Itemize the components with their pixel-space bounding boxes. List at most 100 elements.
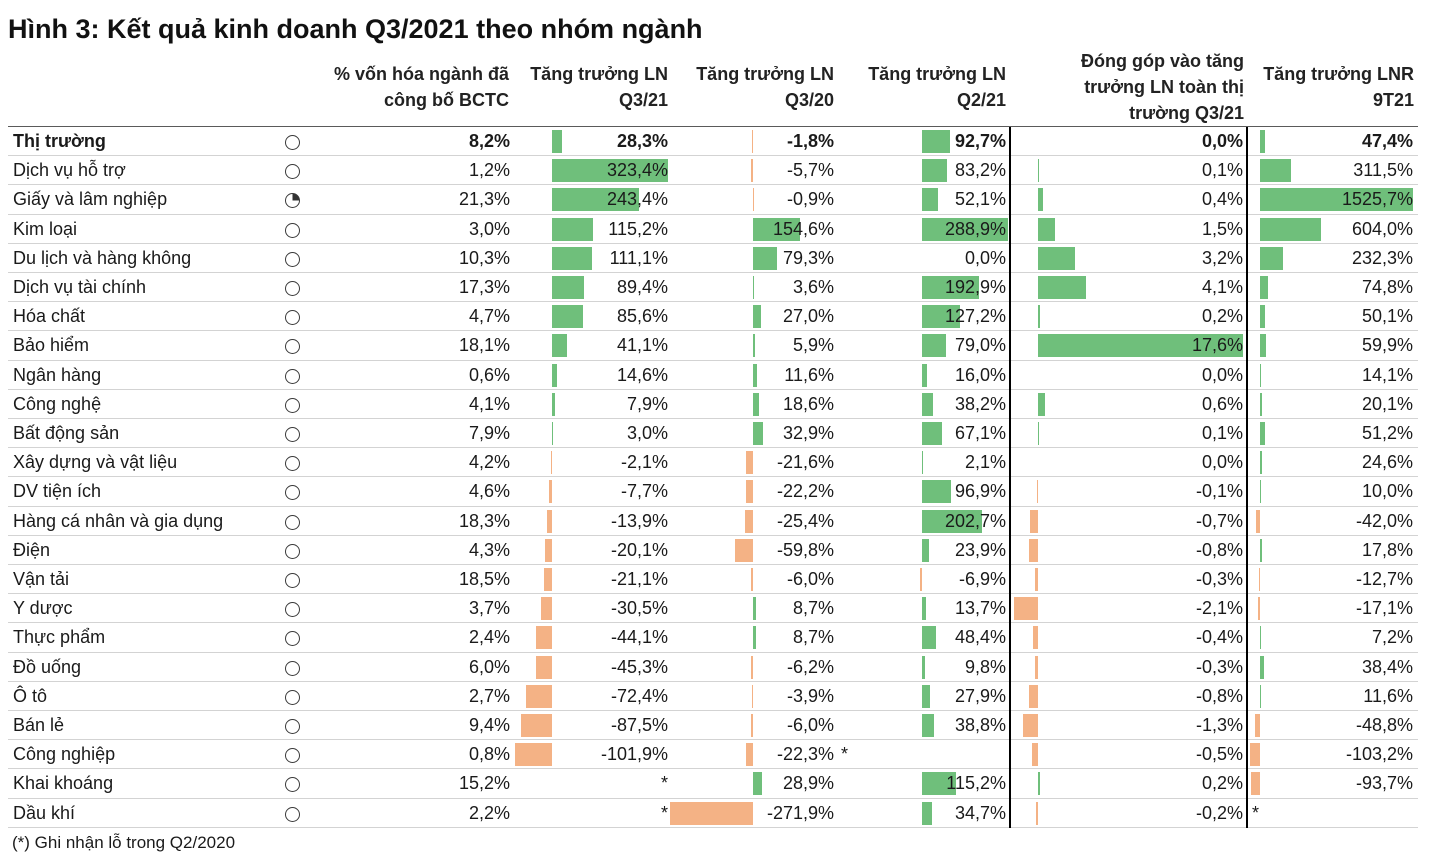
table-row: Bảo hiểm 18,1% 41,1% 5,9% 79,0% 17,6% 59,9% (0, 331, 1450, 361)
table-row: Đồ uống 6,0% -45,3% -6,2% 9,8% -0,3% 38,4% (0, 653, 1450, 682)
cell-value: 0,0% (1201, 364, 1243, 385)
cell-value: 4,1% (1201, 277, 1243, 297)
data-bar-negative (1028, 538, 1038, 562)
cell-value: 67,1% (954, 423, 1006, 443)
cell-value: -22,2% (776, 481, 834, 502)
cell-value: 0,0% (1201, 131, 1243, 151)
row-divider (8, 417, 1418, 419)
cell-value: 28,3% (616, 131, 668, 151)
cell-value: 4,6% (468, 481, 510, 502)
cell-value: 96,9% (954, 481, 1006, 502)
data-bar-positive (753, 392, 759, 416)
sector-name: Kim loại (13, 218, 78, 239)
cell-value: 127,2% (944, 306, 1006, 327)
cell-value: 2,7% (468, 685, 510, 706)
harvey-ball-quarter-icon (285, 193, 300, 209)
cell-value: -12,7% (1355, 569, 1413, 589)
harvey-ball-empty-icon (285, 806, 300, 822)
cell-value: -5,7% (786, 160, 834, 181)
data-bar-positive (1260, 538, 1262, 562)
data-bar-positive (552, 246, 592, 270)
table-row: Thị trường 8,2% 28,3% -1,8% 92,7% 0,0% 47,4% (0, 127, 1450, 157)
cell-value: 2,1% (964, 452, 1006, 473)
cell-value: 8,2% (468, 131, 510, 151)
column-header-line: Tăng trưởng LN (868, 64, 1006, 84)
cell-value: 3,6% (792, 277, 834, 297)
sector-name: Giấy và lâm nghiệp (13, 189, 168, 210)
cell-value: 17,8% (1361, 539, 1413, 560)
cell-value: 115,2% (608, 218, 668, 239)
cell-value: 34,7% (954, 802, 1006, 823)
cell-value: -6,2% (786, 656, 834, 677)
cell-value: 1525,7% (1341, 189, 1413, 210)
cell-value: 9,4% (468, 715, 510, 735)
data-bar-positive (922, 392, 934, 416)
row-divider (8, 622, 1418, 624)
row-divider (8, 739, 1418, 741)
data-bar-negative (734, 538, 753, 562)
sector-name: Đồ uống (13, 656, 82, 677)
cell-value: -7,7% (620, 481, 668, 502)
cell-value: -13,9% (610, 510, 668, 531)
data-bar-positive (1038, 305, 1041, 329)
cell-value: 311,5% (1353, 160, 1413, 181)
data-bar-negative (536, 626, 552, 650)
data-bar-positive (1260, 276, 1268, 299)
loss-marker: * (660, 773, 668, 794)
table-row: Thực phẩm 2,4% -44,1% 8,7% 48,4% -0,4% 7,2% (0, 623, 1450, 653)
data-bar-negative (544, 568, 552, 591)
cell-value: 154,6% (772, 218, 834, 239)
sector-name: Ngân hàng (13, 364, 102, 385)
data-bar-negative (541, 597, 552, 621)
cell-value: 23,9% (954, 539, 1006, 560)
cell-value: 3,7% (468, 598, 510, 619)
data-bar-positive (1260, 217, 1321, 241)
column-header-line: % vốn hóa ngành đã (333, 64, 509, 84)
data-bar-positive (922, 626, 937, 650)
data-bar-positive (1038, 246, 1076, 270)
data-bar-positive (552, 188, 640, 212)
cell-value: 16,0% (954, 364, 1006, 385)
cell-value: -271,9% (766, 802, 834, 823)
cell-value: 7,9% (468, 423, 510, 443)
column-header: % vốn hóa ngành đã công bố BCTC (299, 48, 509, 126)
cell-value: 11,6% (784, 364, 834, 385)
data-bar-negative (746, 743, 753, 767)
cell-value: 18,6% (782, 393, 834, 414)
cell-value: 52,1% (954, 189, 1006, 210)
row-divider (8, 534, 1418, 536)
data-bar-positive (753, 305, 762, 329)
data-bar-positive (753, 246, 778, 270)
table-row: Dịch vụ tài chính 17,3% 89,4% 3,6% 192,9% 4,1… (0, 273, 1450, 303)
data-bar-positive (922, 188, 938, 212)
data-bar-negative (746, 451, 753, 475)
data-bar-negative (1036, 480, 1038, 504)
cell-value: 38,2% (954, 393, 1006, 414)
sector-name: Dịch vụ tài chính (13, 277, 147, 297)
data-bar-positive (552, 159, 668, 183)
cell-value: 3,0% (468, 218, 510, 239)
cell-value: -1,3% (1195, 715, 1243, 735)
cell-value: -0,7% (1195, 510, 1243, 531)
sector-name: DV tiện ích (13, 481, 102, 502)
sector-name: Bất động sản (13, 423, 120, 443)
cell-value: 5,9% (792, 335, 834, 356)
harvey-ball-empty-icon (285, 689, 300, 705)
cell-value: 7,9% (626, 393, 668, 414)
cell-value: -6,0% (786, 569, 834, 589)
data-bar-positive (922, 159, 947, 183)
data-bar-negative (1032, 743, 1038, 767)
data-bar-positive (552, 217, 594, 241)
harvey-ball-empty-icon (285, 514, 300, 530)
table-row: Du lịch và hàng không 10,3% 111,1% 79,3% 0,0… (0, 244, 1450, 273)
table-row: Xây dựng và vật liệu 4,2% -2,1% -21,6% 2,1% 0… (0, 448, 1450, 478)
data-bar-positive (1260, 626, 1261, 650)
cell-value: 0,6% (1201, 393, 1243, 414)
loss-marker: * (841, 744, 849, 765)
cell-value: 10,3% (458, 247, 510, 268)
cell-value: 92,7% (954, 131, 1006, 151)
table-row: Ô tô 2,7% -72,4% -3,9% 27,9% -0,8% 11,6% (0, 682, 1450, 711)
cell-value: 243,4% (606, 189, 668, 210)
row-divider (8, 680, 1418, 682)
table-row: Y dược 3,7% -30,5% 8,7% 13,7% -2,1% -17,1% (0, 594, 1450, 624)
